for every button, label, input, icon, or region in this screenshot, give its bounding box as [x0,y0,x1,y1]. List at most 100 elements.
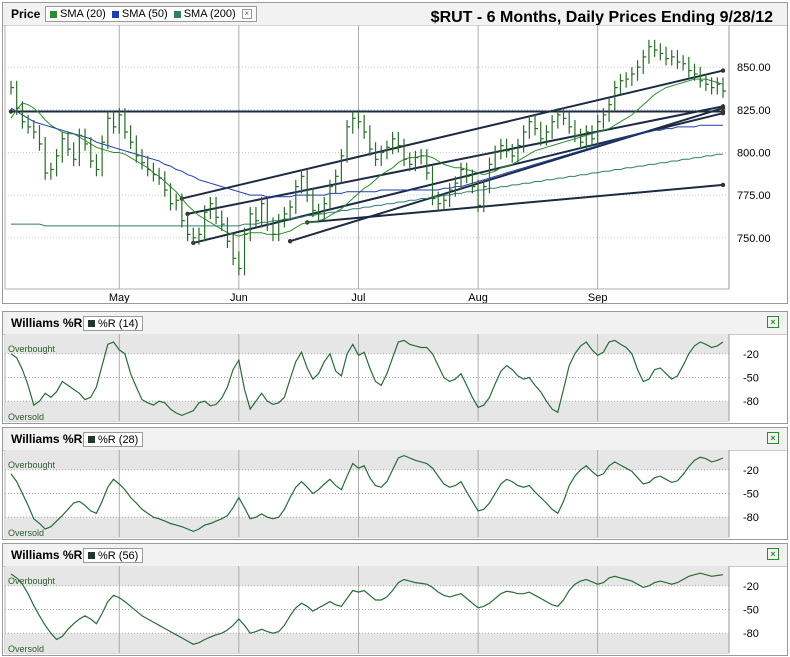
price-bar [511,143,516,163]
close-square-icon[interactable]: × [241,9,252,19]
legend-sma20-label: SMA (20) [60,8,106,20]
price-bar [699,67,704,88]
price-bar [483,179,487,213]
close-x-icon[interactable]: × [767,548,779,560]
trendline [289,107,724,243]
price-bar [118,108,123,134]
williams-y-tick-label: -20 [743,581,759,593]
price-bar [306,169,311,202]
price-bar [460,162,464,191]
price-bar [523,125,527,153]
price-bar [164,171,168,197]
price-bar [711,77,715,95]
williams-56-header: Williams %R %R (56) × [3,544,787,567]
close-x-icon[interactable]: × [767,316,779,328]
overbought-zone [5,450,729,470]
price-bar [397,131,402,153]
price-bar [676,50,681,69]
williams-28-header: Williams %R %R (28) × [3,428,787,451]
price-bar [688,56,692,78]
price-bar [317,203,322,221]
price-bar [363,114,368,139]
trendline [307,183,724,224]
price-bar [346,120,351,163]
price-bar [608,97,613,122]
trendline-anchor [720,68,726,73]
price-bar [403,138,408,167]
price-bar [289,200,294,221]
price-panel-label: Price [11,7,41,21]
price-bar [232,234,237,266]
price-bar [221,210,225,231]
price-bar [204,205,208,242]
williams-28-swatch [88,436,95,443]
price-bar [374,142,379,167]
price-bar [414,150,419,172]
price-bar [152,162,157,182]
price-bar [21,101,26,129]
price-bar [557,108,561,129]
williams-y-tick-label: -50 [743,605,759,617]
price-bar [477,179,482,213]
price-bar [107,111,111,150]
legend-sma200-label: SMA (200) [183,8,236,20]
price-bar [73,142,77,167]
price-bar [67,131,71,156]
price-bar [50,162,54,180]
price-bar [420,149,425,165]
price-bar [101,135,106,177]
price-bar [437,191,442,211]
price-bar [648,39,652,64]
price-bar [278,213,282,242]
price-x-tick-label: Aug [468,292,488,303]
trendline-anchor [720,105,726,111]
price-plot-area [4,25,730,290]
legend-sma200: SMA (200) [173,8,236,20]
price-bar [124,108,128,139]
price-bar [295,179,299,214]
williams-28-legend-label: %R (28) [98,433,139,446]
price-bar [545,125,550,146]
price-bar [705,73,709,92]
legend-sma20: SMA (20) [50,8,106,20]
price-chart: 750.00 775.00 800.00 825.00 850.00 May Jun Jul A… [4,25,771,303]
price-bar [682,55,687,71]
price-bar [169,183,174,211]
price-bar [500,138,504,160]
price-bar [540,121,544,146]
price-bar [636,60,641,81]
price-bar [693,63,698,81]
price-bar [55,149,60,177]
overbought-label: Overbought [8,460,56,470]
williams-14-chart: -20 -50 -80 Overbought Oversold [4,334,759,422]
williams-56-legend-label: %R (56) [98,549,139,562]
overbought-zone [5,334,729,354]
price-bar [283,207,288,228]
price-bar [665,46,670,66]
overbought-label: Overbought [8,344,56,354]
chart-title: $RUT - 6 Months, Daily Prices Ending 9/2… [430,9,773,26]
price-bar [562,108,567,126]
williams-y-tick-label: -20 [743,465,759,477]
williams-line [10,454,724,533]
price-bar [716,77,721,95]
price-bar [448,183,453,208]
price-bar [568,111,573,134]
price-bar [312,188,316,218]
price-bar [574,120,578,143]
close-x-icon[interactable]: × [767,432,779,444]
price-bar [141,149,146,170]
price-bar [175,193,180,211]
williams-28-label: Williams %R [11,432,83,446]
price-bar [551,114,556,139]
price-bar [243,227,248,276]
price-bar [454,176,459,197]
price-bar [597,114,601,146]
price-bar [352,111,356,134]
price-bar [84,128,89,151]
williams-28-legend: %R (28) [83,432,144,447]
oversold-label: Oversold [8,412,44,422]
trendline-anchor [287,239,293,244]
price-bar [323,196,328,221]
price-bar [528,114,533,139]
